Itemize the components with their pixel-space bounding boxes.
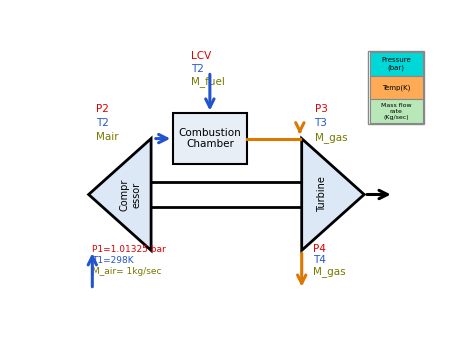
Polygon shape bbox=[301, 139, 364, 250]
Text: M_air= 1kg/sec: M_air= 1kg/sec bbox=[92, 267, 162, 276]
Text: P4: P4 bbox=[313, 244, 326, 254]
Text: Turbine: Turbine bbox=[318, 176, 328, 212]
Text: T3: T3 bbox=[315, 118, 328, 128]
Text: LCV: LCV bbox=[191, 51, 212, 61]
Polygon shape bbox=[89, 139, 151, 250]
Text: T2: T2 bbox=[96, 118, 109, 128]
Text: T1=298K: T1=298K bbox=[92, 256, 134, 265]
Text: Pressure
(bar): Pressure (bar) bbox=[382, 57, 411, 70]
Text: M_gas: M_gas bbox=[315, 132, 347, 143]
FancyBboxPatch shape bbox=[370, 99, 423, 123]
Text: Mass flow
rate
(Kg/sec): Mass flow rate (Kg/sec) bbox=[381, 103, 411, 120]
Text: P1=1.01325 bar: P1=1.01325 bar bbox=[92, 245, 166, 254]
Text: Compr
essor: Compr essor bbox=[119, 178, 141, 211]
Text: P3: P3 bbox=[315, 104, 328, 114]
FancyBboxPatch shape bbox=[370, 76, 423, 99]
FancyBboxPatch shape bbox=[368, 51, 424, 125]
FancyBboxPatch shape bbox=[370, 52, 423, 76]
Text: T2: T2 bbox=[191, 64, 204, 74]
Text: P2: P2 bbox=[96, 104, 109, 114]
Text: Temp(K): Temp(K) bbox=[382, 84, 410, 91]
Text: Combustion
Chamber: Combustion Chamber bbox=[179, 128, 241, 150]
Text: T4: T4 bbox=[313, 255, 326, 265]
Text: M_fuel: M_fuel bbox=[191, 76, 225, 87]
Text: Mair: Mair bbox=[96, 132, 118, 142]
Text: M_gas: M_gas bbox=[313, 266, 346, 277]
FancyBboxPatch shape bbox=[173, 113, 246, 164]
